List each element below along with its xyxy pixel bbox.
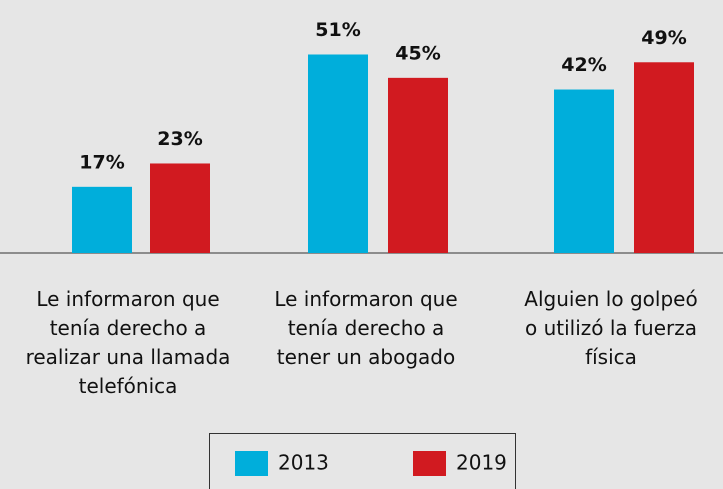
x-tick-label: Alguien lo golpeó o utilizó la fuerza físi… xyxy=(524,287,697,369)
bar xyxy=(388,77,448,253)
bar xyxy=(72,186,132,253)
label-line: tenía derecho a xyxy=(50,316,207,340)
bar xyxy=(554,89,614,254)
label-line: Le informaron que xyxy=(36,287,219,311)
value-label: 49% xyxy=(641,27,686,49)
legend-label: 2013 xyxy=(278,451,329,475)
label-line: telefónica xyxy=(79,374,178,398)
label-line: tenía derecho a xyxy=(288,316,445,340)
legend-label: 2019 xyxy=(456,451,507,475)
value-label: 17% xyxy=(79,151,124,173)
label-line: realizar una llamada xyxy=(26,345,231,369)
value-label: 51% xyxy=(315,19,360,41)
value-label: 42% xyxy=(561,54,606,76)
legend-box xyxy=(209,433,516,489)
legend-swatch xyxy=(413,451,446,476)
value-label: 45% xyxy=(395,42,440,64)
x-tick-label: Le informaron que tenía derecho a tener un… xyxy=(274,287,457,369)
x-tick-label: Le informaron que tenía derecho a realizar… xyxy=(26,287,231,398)
bar xyxy=(150,163,210,253)
label-line: Le informaron que xyxy=(274,287,457,311)
label-line: tener un abogado xyxy=(277,345,456,369)
legend-swatch xyxy=(235,451,268,476)
label-line: física xyxy=(585,345,637,369)
bar xyxy=(634,62,694,254)
value-label: 23% xyxy=(157,128,202,150)
label-line: o utilizó la fuerza xyxy=(525,316,697,340)
label-line: Alguien lo golpeó xyxy=(524,287,697,311)
bar xyxy=(308,54,368,253)
